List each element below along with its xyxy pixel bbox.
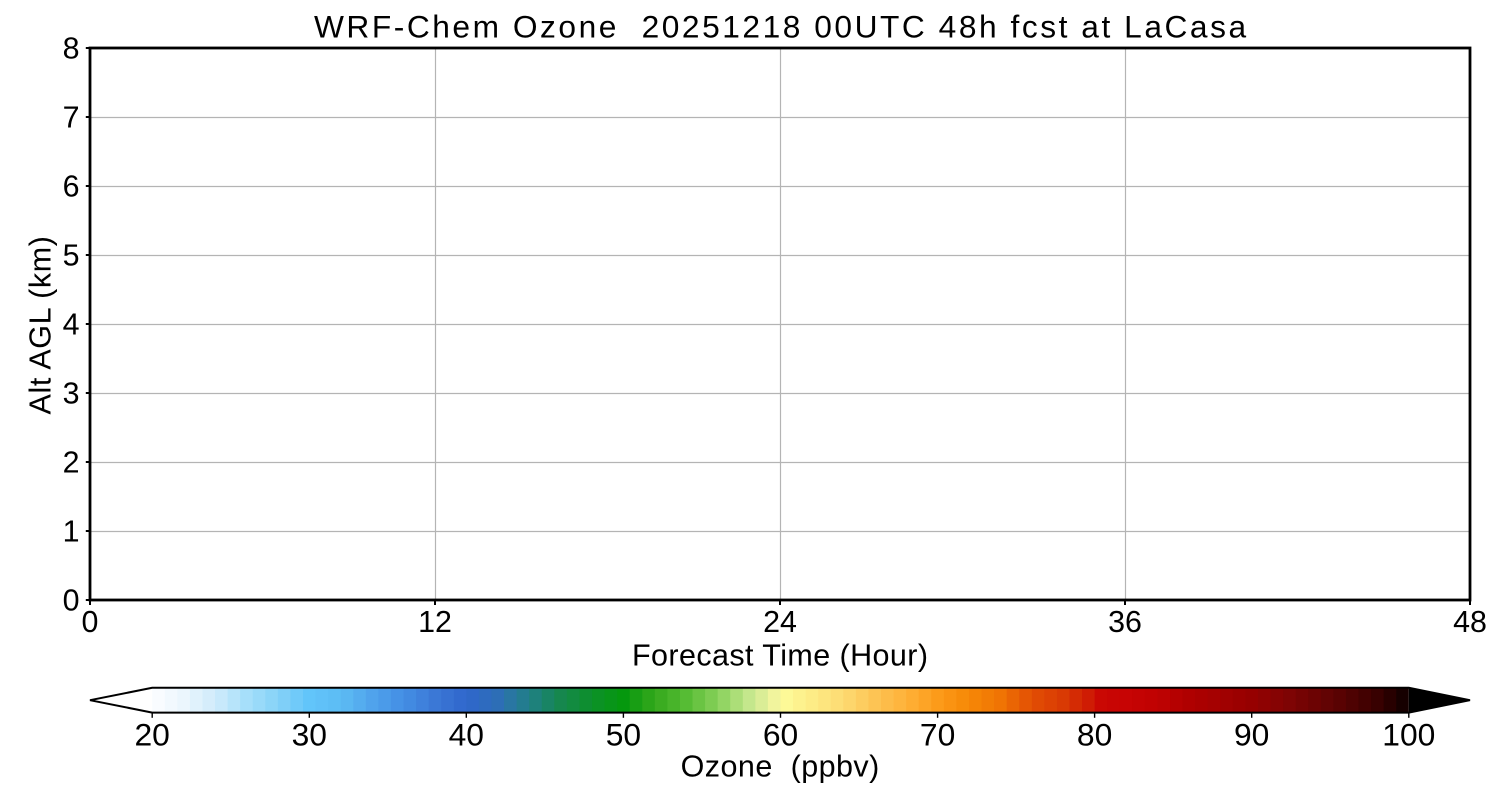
svg-text:70: 70 — [920, 716, 955, 752]
svg-text:40: 40 — [449, 716, 484, 752]
svg-text:1: 1 — [63, 514, 80, 548]
svg-text:Alt AGL (km): Alt AGL (km) — [24, 236, 58, 415]
svg-text:Forecast Time (Hour): Forecast Time (Hour) — [632, 639, 929, 673]
svg-text:100: 100 — [1382, 716, 1435, 752]
svg-text:Ozone (ppbv): Ozone (ppbv) — [681, 750, 880, 784]
svg-text:48: 48 — [1453, 605, 1487, 639]
svg-text:20: 20 — [135, 716, 170, 752]
svg-text:2: 2 — [63, 445, 80, 479]
svg-text:0: 0 — [63, 583, 80, 617]
svg-text:12: 12 — [418, 605, 452, 639]
svg-text:30: 30 — [292, 716, 327, 752]
svg-text:36: 36 — [1108, 605, 1142, 639]
svg-text:8: 8 — [63, 31, 80, 65]
svg-text:90: 90 — [1234, 716, 1269, 752]
svg-text:3: 3 — [63, 376, 80, 410]
svg-text:4: 4 — [63, 307, 80, 341]
svg-text:50: 50 — [606, 716, 641, 752]
svg-text:60: 60 — [763, 716, 798, 752]
svg-text:6: 6 — [63, 169, 80, 203]
svg-text:WRF-Chem Ozone 20251218 00UTC: WRF-Chem Ozone 20251218 00UTC 48h fcst a… — [314, 9, 1249, 45]
svg-text:7: 7 — [63, 100, 80, 134]
svg-text:24: 24 — [763, 605, 797, 639]
svg-text:0: 0 — [82, 605, 99, 639]
svg-text:5: 5 — [63, 238, 80, 272]
svg-text:80: 80 — [1077, 716, 1112, 752]
